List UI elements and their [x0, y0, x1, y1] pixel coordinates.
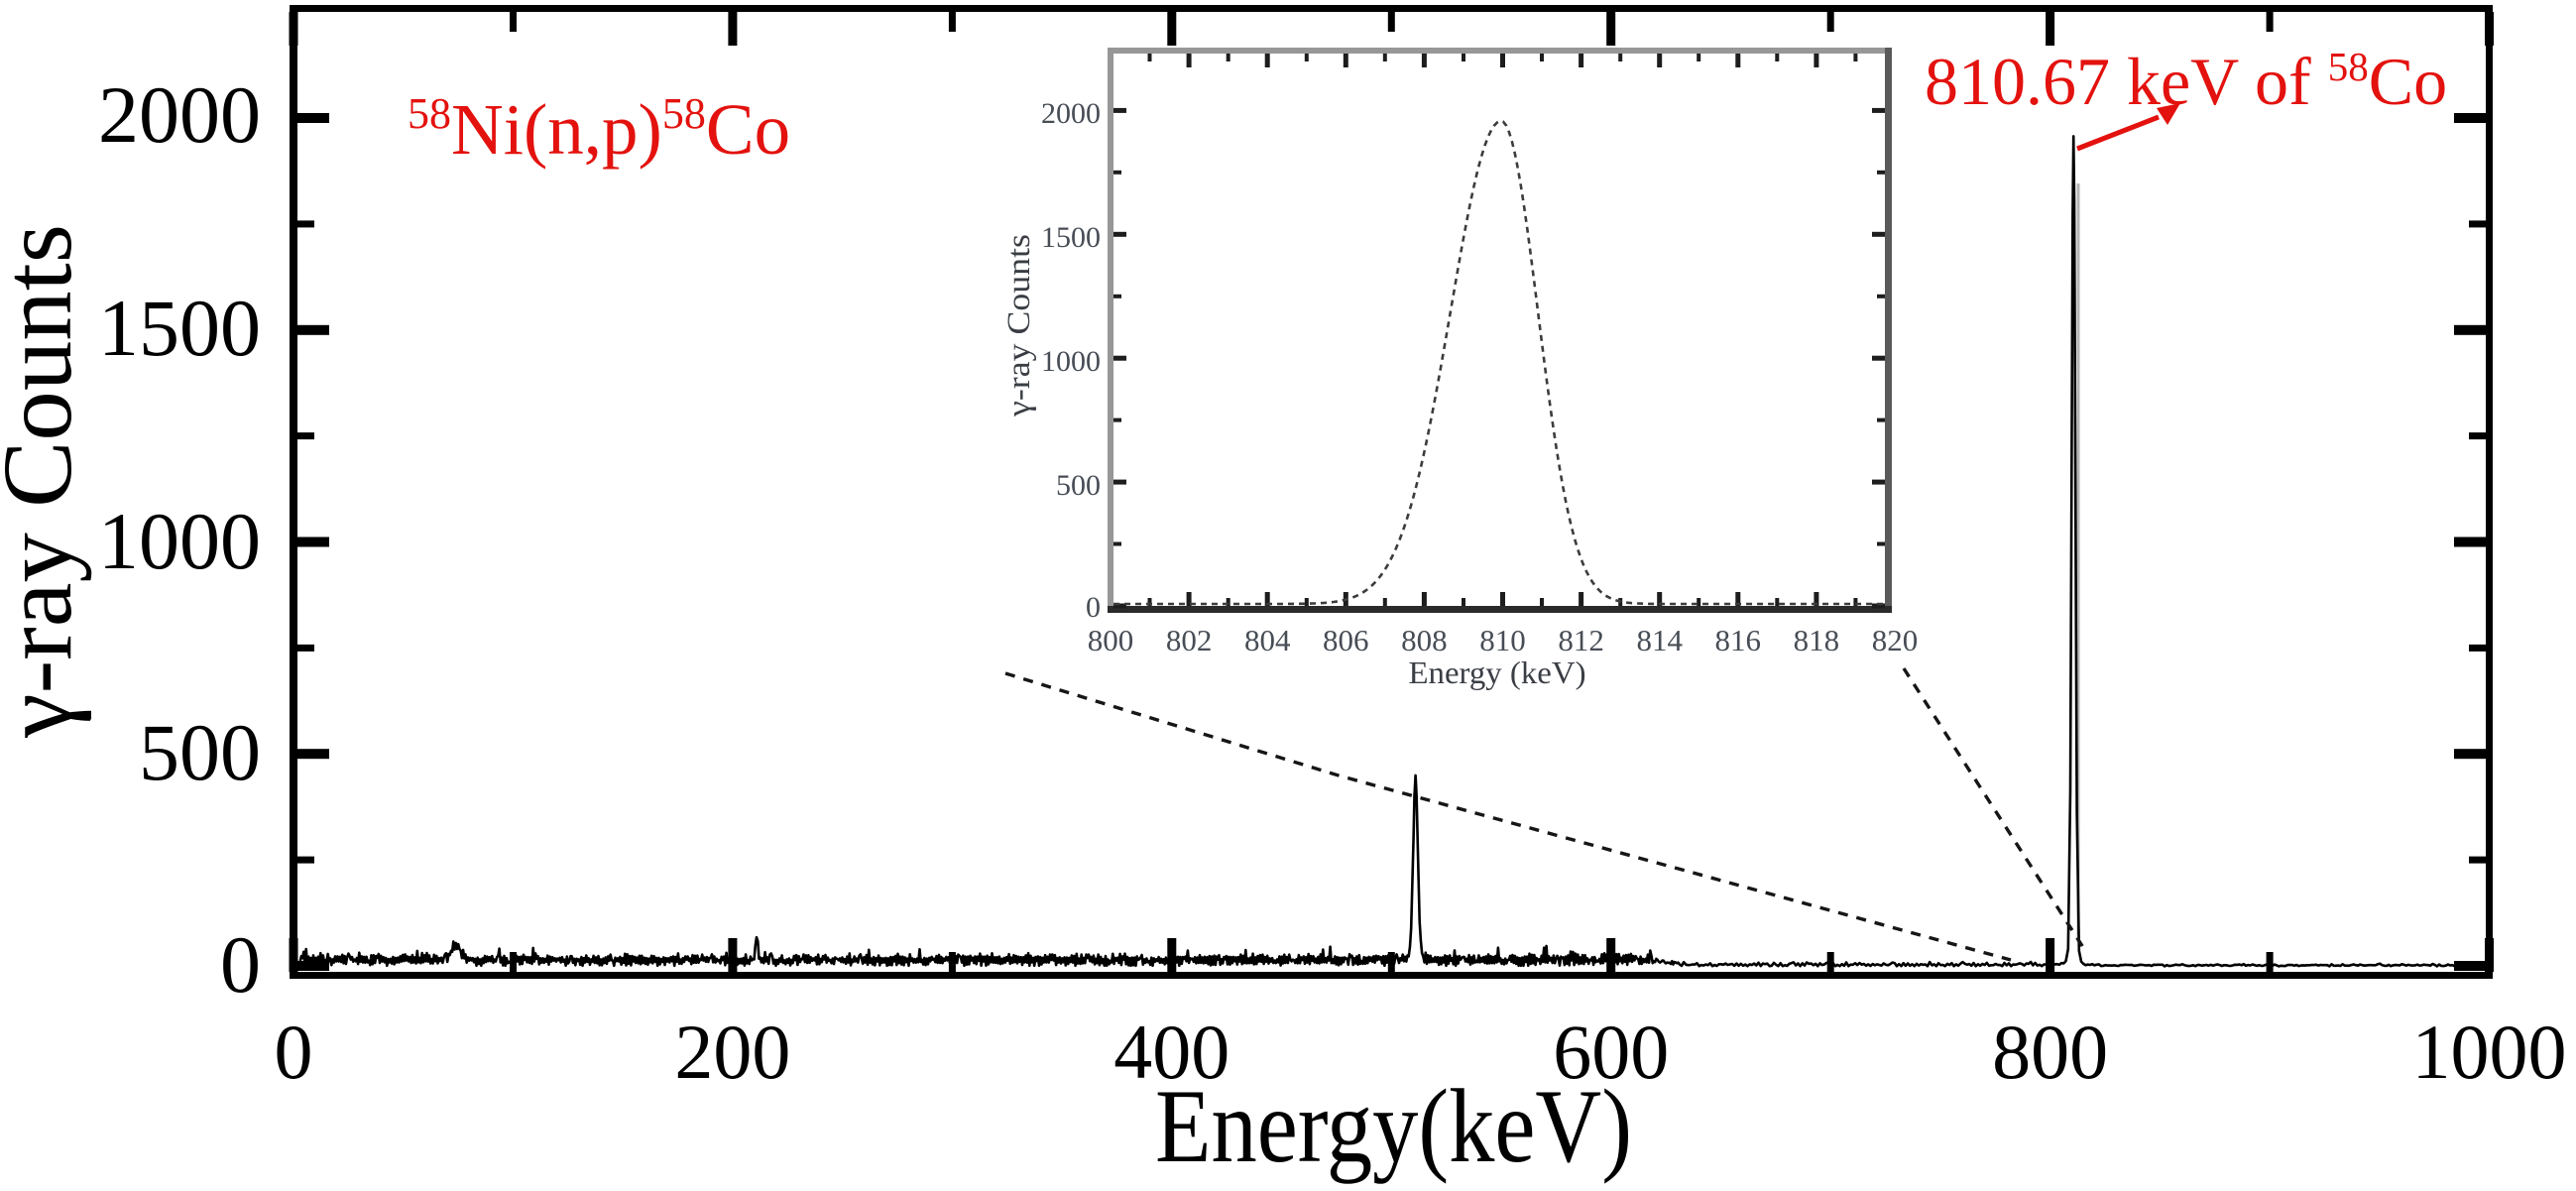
svg-text:1000: 1000	[98, 496, 261, 586]
svg-text:808: 808	[1401, 623, 1448, 657]
svg-text:818: 818	[1794, 623, 1840, 657]
svg-text:806: 806	[1323, 623, 1369, 657]
svg-text:58Ni(n,p)58Co: 58Ni(n,p)58Co	[408, 89, 790, 170]
svg-text:0: 0	[220, 919, 261, 1010]
svg-text:804: 804	[1244, 623, 1291, 657]
svg-text:500: 500	[139, 707, 261, 797]
svg-text:600: 600	[1553, 1009, 1669, 1095]
svg-text:γ-ray Counts: γ-ray Counts	[1001, 234, 1037, 417]
svg-text:800: 800	[1088, 623, 1134, 657]
svg-text:0: 0	[1086, 591, 1101, 624]
svg-text:1000: 1000	[2412, 1009, 2567, 1095]
svg-text:800: 800	[1992, 1009, 2108, 1095]
svg-text:400: 400	[1113, 1009, 1229, 1095]
svg-text:500: 500	[1056, 469, 1101, 502]
svg-text:1500: 1500	[98, 283, 261, 373]
svg-text:200: 200	[674, 1009, 790, 1095]
svg-text:1500: 1500	[1041, 221, 1101, 254]
svg-text:810.67 keV of 58Co: 810.67 keV of 58Co	[1925, 44, 2447, 119]
svg-text:816: 816	[1715, 623, 1762, 657]
svg-text:812: 812	[1558, 623, 1604, 657]
svg-text:2000: 2000	[98, 69, 261, 160]
svg-text:814: 814	[1636, 623, 1683, 657]
svg-text:1000: 1000	[1041, 345, 1101, 378]
svg-text:802: 802	[1166, 623, 1213, 657]
svg-text:820: 820	[1872, 623, 1919, 657]
svg-text:Energy(keV): Energy(keV)	[1155, 1068, 1632, 1184]
svg-text:810: 810	[1479, 623, 1526, 657]
svg-text:γ-ray Counts: γ-ray Counts	[0, 224, 92, 739]
svg-text:Energy (keV): Energy (keV)	[1409, 655, 1586, 690]
svg-text:0: 0	[275, 1009, 313, 1095]
svg-text:2000: 2000	[1041, 97, 1101, 130]
